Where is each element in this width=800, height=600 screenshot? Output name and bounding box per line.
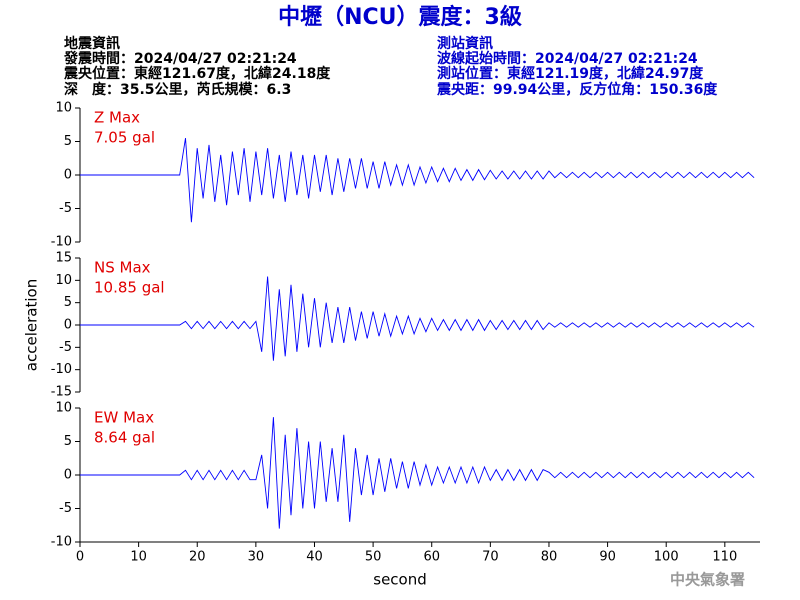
y-tick-label: 10 [55,401,72,416]
waveform [80,138,755,223]
max-label: EW Max [94,409,154,427]
y-tick-label: -15 [51,385,72,400]
x-tick-label: 20 [189,550,206,565]
max-label: 10.85 gal [94,279,165,297]
title: 中壢（NCU）震度：3級 [278,4,522,30]
max-label: 7.05 gal [94,129,155,147]
credit: 中央氣象署 [670,571,745,589]
y-tick-label: 15 [55,251,72,266]
x-tick-label: 80 [541,550,558,565]
x-tick-label: 90 [599,550,616,565]
info-left: 震央位置：東經121.67度，北緯24.18度 [63,65,331,82]
x-axis-label: second [373,571,427,589]
info-left: 發震時間：2024/04/27 02:21:24 [63,50,297,67]
x-tick-label: 30 [248,550,265,565]
x-tick-label: 50 [365,550,382,565]
y-tick-label: -5 [59,501,72,516]
info-right: 測站資訊 [437,35,493,52]
info-right: 震央距：99.94公里，反方位角：150.36度 [436,81,718,98]
y-tick-label: 10 [55,273,72,288]
info-left: 地震資訊 [64,35,120,52]
y-tick-label: 5 [64,134,72,149]
waveform [80,276,755,361]
y-tick-label: -5 [59,201,72,216]
y-tick-label: 10 [55,101,72,116]
x-tick-label: 10 [130,550,147,565]
waveform [80,417,755,529]
y-tick-label: -10 [51,235,72,250]
y-axis-label: acceleration [23,279,41,371]
max-label: Z Max [94,109,140,127]
x-tick-label: 70 [482,550,499,565]
max-label: 8.64 gal [94,429,155,447]
y-tick-label: -10 [51,535,72,550]
info-left: 深 度：35.5公里，芮氏規模：6.3 [64,81,291,98]
x-tick-label: 60 [423,550,440,565]
x-tick-label: 100 [654,550,679,565]
x-tick-label: 0 [76,550,84,565]
y-tick-label: 0 [64,468,72,483]
y-tick-label: -5 [59,340,72,355]
y-tick-label: 5 [64,295,72,310]
y-tick-label: 0 [64,318,72,333]
info-right: 測站位置：東經121.19度，北緯24.97度 [437,65,704,82]
x-tick-label: 110 [712,550,737,565]
y-tick-label: 5 [64,434,72,449]
x-tick-label: 40 [306,550,323,565]
y-tick-label: 0 [64,168,72,183]
info-right: 波線起始時間：2024/04/27 02:21:24 [437,50,698,67]
max-label: NS Max [94,259,151,277]
y-tick-label: -10 [51,362,72,377]
